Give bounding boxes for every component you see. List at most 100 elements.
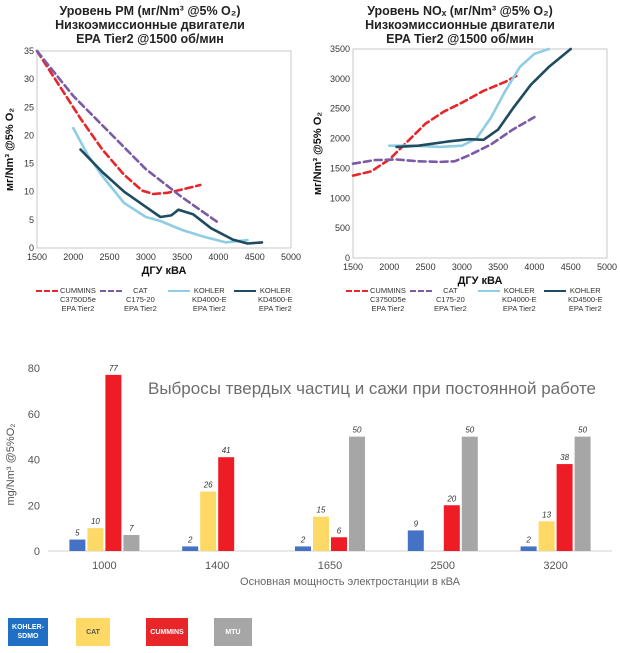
y-tick-label: 10 (24, 187, 34, 197)
bar-value-label: 15 (317, 506, 326, 515)
bar-category-label: 1400 (205, 560, 229, 572)
bar-mtu (574, 436, 591, 551)
x-tick-label: 2500 (416, 262, 436, 272)
y-tick-label: 3000 (330, 74, 350, 84)
nox-title-line-1: Уровень NOₓ (мг/Nm³ @5% O₂) (367, 4, 553, 18)
y-tick-label: 25 (24, 102, 34, 112)
legend-line: EPA Tier2 (568, 304, 602, 313)
legend-line: KD4500-E (258, 295, 293, 304)
series-line-cummins (35, 49, 202, 196)
bar-category-label: 1000 (92, 560, 116, 572)
pm-title-line-2: Низкоэмиссионные двигатели (55, 18, 245, 32)
legend-line: CUMMINS (370, 286, 406, 295)
bar-cummins (105, 374, 122, 551)
x-tick-label: 3500 (172, 252, 192, 262)
x-axis-label: ДГУ кВА (142, 265, 187, 277)
plot-frame (36, 50, 292, 249)
legend-line: EPA Tier2 (124, 304, 157, 313)
legend-line: EPA Tier2 (61, 304, 95, 313)
bar-cat (538, 521, 555, 551)
legend-block-cat: CAT (76, 618, 110, 646)
bar-value-label: 77 (109, 364, 118, 373)
pm-chart-title: Уровень PM (мг/Nm³ @5% O₂) Низкоэмиссион… (0, 4, 300, 46)
legend-block-kohler: KOHLER-SDMO (8, 618, 48, 646)
bar-chart-title: Выбросы твердых частиц и сажи при постоя… (148, 379, 596, 398)
legend-line: KD4000-E (502, 295, 537, 304)
legend-line: C3750D5e (370, 295, 406, 304)
bar-kohler (407, 530, 424, 551)
series-line-kd4500 (395, 47, 572, 149)
plot-frame (352, 48, 608, 259)
series-line-kd4500 (79, 148, 264, 245)
legend-line: EPA Tier2 (258, 304, 292, 313)
pm-legend: CUMMINS C3750D5e EPA Tier2 CAT C175-20 EPA Ti… (36, 286, 306, 316)
y-tick-label: 35 (24, 46, 34, 56)
pm-title-line-3: EPA Tier2 @1500 об/мин (76, 32, 224, 46)
bar-value-label: 20 (446, 494, 456, 503)
x-tick-label: 3000 (136, 252, 156, 262)
y-tick-label: 15 (24, 159, 34, 169)
legend-line: C175-20 (436, 295, 465, 304)
bar-mtu (123, 534, 140, 551)
legend-line: CUMMINS (60, 286, 96, 295)
bar-value-label: 50 (353, 426, 362, 435)
bar-kohler (295, 546, 311, 551)
legend-line: EPA Tier2 (371, 304, 405, 313)
y-tick-label: 1000 (330, 193, 350, 203)
bar-category-label: 2500 (431, 560, 455, 572)
legend-line: C3750D5e (60, 295, 96, 304)
y-tick-label: 3500 (330, 44, 350, 54)
bar-value-label: 2 (300, 535, 306, 544)
y-axis-label: мг/Nm³ @5% O₂ (312, 112, 324, 195)
bar-y-tick-label: 60 (28, 409, 40, 421)
bar-y-tick-label: 40 (28, 455, 40, 467)
legend-swatch-kd4000 (478, 290, 500, 292)
bar-cat (313, 516, 329, 551)
x-tick-label: 1500 (27, 252, 47, 262)
bar-kohler (520, 546, 537, 551)
bar-mtu (461, 436, 478, 551)
series-line-kd4000 (388, 47, 551, 149)
legend-swatch-kd4500 (544, 290, 566, 292)
legend-swatch-cat (410, 290, 432, 292)
nox-legend: CUMMINS C3750D5e EPA Tier2 CAT C175-20 EPA Ti… (346, 286, 616, 316)
legend-line: KD4000-E (192, 295, 227, 304)
nox-line-chart: 0 500 1000 1500 2000 2500 3000 3500 1500 2000 2500… (312, 44, 617, 287)
legend-line: EPA Tier2 (434, 304, 467, 313)
bar-value-label: 26 (203, 481, 213, 490)
bar-mtu (349, 436, 365, 551)
y-tick-label: 30 (24, 74, 34, 84)
bar-y-tick-label: 0 (34, 546, 40, 558)
legend-line: EPA Tier2 (502, 304, 536, 313)
bar-value-label: 38 (560, 453, 569, 462)
legend-block-kohler-label: KOHLER-SDMO (12, 624, 44, 640)
y-tick-label: 20 (24, 130, 34, 140)
legend-line: KD4500-E (568, 295, 603, 304)
bar-value-label: 2 (525, 535, 531, 544)
y-tick-label: 2500 (330, 104, 350, 114)
legend-block-cummins-label: CUMMINS (150, 628, 184, 636)
y-tick-label: 0 (29, 243, 34, 253)
y-axis-label: мг/Nm³ @5% O₂ (4, 108, 16, 191)
pm-title-line-1: Уровень PM (мг/Nm³ @5% O₂) (59, 4, 241, 18)
bar-value-label: 7 (129, 524, 134, 533)
bar-y-axis-label: mg/Nm³ @5%O₂ (5, 423, 17, 505)
bar-category-label: 1650 (318, 560, 342, 572)
nox-title-line-2: Низкоэмиссионные двигатели (365, 18, 555, 32)
bar-value-label: 41 (222, 446, 231, 455)
bar-value-label: 2 (187, 535, 193, 544)
legend-block-mtu: MTU (214, 618, 252, 646)
x-axis-label: ДГУ кВА (458, 275, 503, 287)
bar-value-label: 13 (542, 510, 551, 519)
x-tick-label: 2500 (100, 252, 120, 262)
pm-line-chart: 0 5 10 15 20 25 30 35 1500 2000 2500 3000 3500 4000 45… (4, 46, 301, 277)
bar-cat (87, 528, 104, 551)
y-tick-label: 5 (29, 215, 34, 225)
series-line-cummins (351, 74, 518, 177)
x-tick-label: 5000 (597, 262, 617, 272)
x-tick-label: 1500 (343, 262, 363, 272)
bar-value-label: 9 (414, 519, 419, 528)
legend-line: CAT (133, 286, 148, 295)
legend-swatch-cummins (36, 290, 58, 292)
bar-category-label: 3200 (543, 560, 567, 572)
